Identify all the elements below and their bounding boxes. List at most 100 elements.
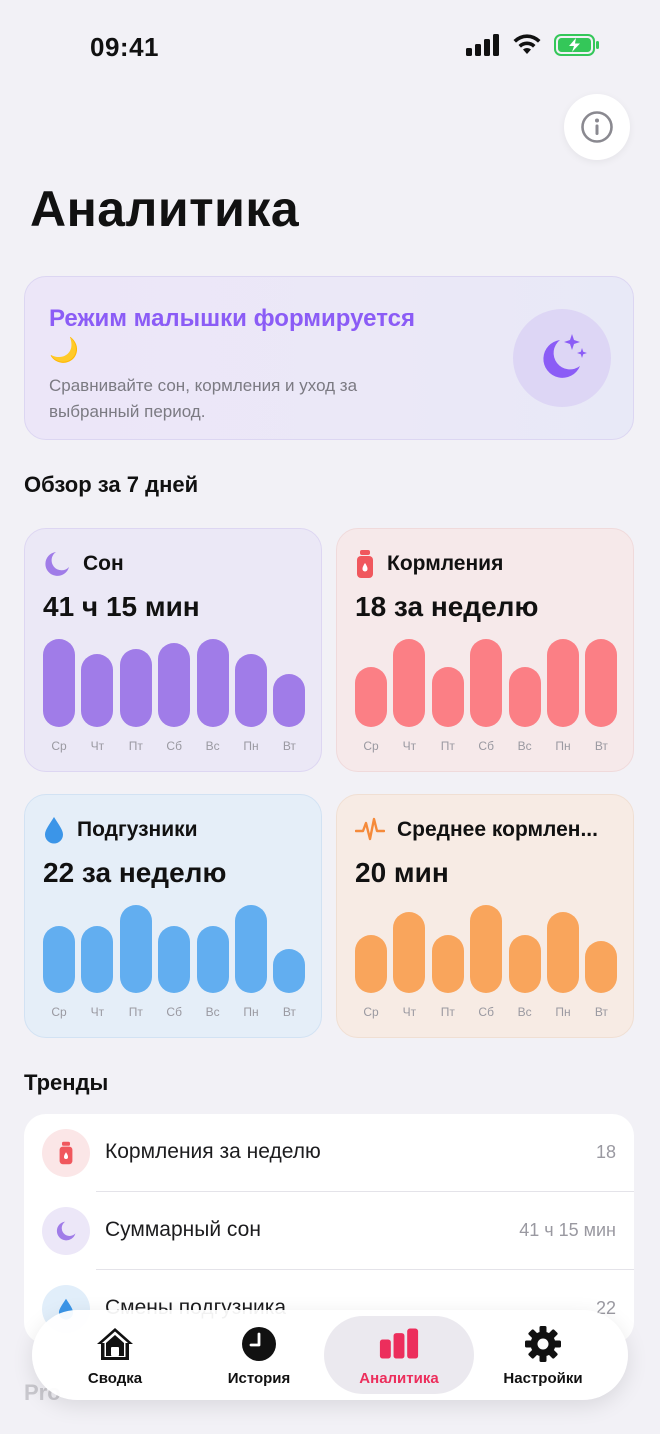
tab-bar: Сводка История Аналитика [32,1310,628,1400]
card-value: 18 за неделю [355,591,539,622]
banner-title: Режим малышки формируется 🌙 [49,305,415,364]
card-label: Среднее кормлен... [397,818,598,841]
chart-bar [273,949,306,993]
chart-bar [81,654,114,727]
trends-list: Кормления за неделю 18 Суммарный сон 41 … [24,1114,634,1344]
card-bar-chart [43,897,306,993]
day-label: Ср [51,1005,67,1019]
overview-section-title: Обзор за 7 дней [24,472,199,497]
day-label: Пт [440,739,455,753]
card-average-feeding[interactable]: Среднее кормлен... 20 мин Ср Чт Пт Сб Вс Пн Вт [336,794,634,1038]
trends-section-title: Тренды [24,1070,109,1095]
page-title: Аналитика [30,181,300,237]
tab-history[interactable]: История [184,1316,334,1394]
day-label: Пт [128,739,143,753]
card-value: 41 ч 15 мин [43,591,200,622]
moon-stars-icon [543,334,587,378]
day-label: Вт [282,1005,296,1019]
chart-bar [431,667,464,727]
moon-stars-badge [513,309,611,407]
card-value: 20 мин [355,857,449,888]
battery-charging-icon [554,34,599,56]
clock-icon [239,1326,279,1362]
status-bar: 09:41 [0,0,660,96]
chart-bar [158,643,191,727]
divider [96,1191,634,1192]
card-label: Кормления [387,552,504,575]
chart-bars-icon [379,1326,419,1362]
day-label: Вс [205,1005,220,1019]
divider [96,1269,634,1270]
card-header: Подгузники [43,815,198,845]
day-label: Ср [363,739,379,753]
day-label: Пн [243,1005,259,1019]
day-label: Сб [478,739,494,753]
card-diapers[interactable]: Подгузники 22 за неделю Ср Чт Пт Сб Вс Пн Вт [24,794,322,1038]
day-label: Вт [594,1005,608,1019]
day-label: Пт [128,1005,143,1019]
day-label: Сб [166,1005,182,1019]
day-label: Вс [517,1005,532,1019]
card-header: Кормления [355,549,503,579]
trend-icon-badge [42,1207,90,1255]
card-bar-chart [43,631,306,727]
chart-bar [196,639,229,727]
trend-value: 18 [595,1142,616,1162]
chart-bar [43,639,75,727]
card-bar-chart [355,897,618,993]
day-label: Чт [90,1005,105,1019]
tab-analytics[interactable]: Аналитика [324,1316,474,1394]
trend-value: 41 ч 15 мин [519,1220,616,1240]
trend-label: Кормления за неделю [105,1140,321,1163]
chart-bar [393,912,426,993]
card-sleep[interactable]: Сон 41 ч 15 мин Ср Чт Пт Сб Вс Пн Вт [24,528,322,772]
day-label: Вс [517,739,532,753]
chart-bar [470,905,503,993]
chart-bar [119,905,152,993]
moon-icon [56,1221,76,1241]
chart-bar [273,674,306,727]
day-label: Пн [243,739,259,753]
pulse-icon [355,817,385,841]
signal-icon [466,34,499,56]
chart-bar [81,926,114,993]
day-label: Вс [205,739,220,753]
status-time: 09:41 [90,32,159,62]
day-label: Чт [402,1005,417,1019]
trend-row-feedings[interactable]: Кормления за неделю 18 [24,1114,634,1192]
wifi-icon [513,34,541,54]
chart-bar [508,667,541,727]
trend-label: Суммарный сон [105,1218,261,1241]
info-button[interactable] [564,94,630,160]
day-label: Ср [51,739,67,753]
gear-icon [523,1326,563,1362]
card-header: Сон [43,549,124,579]
chart-bar [119,649,152,727]
chart-bar [235,654,267,727]
day-label: Пн [555,739,571,753]
tab-settings[interactable]: Настройки [468,1316,618,1394]
card-feedings[interactable]: Кормления 18 за неделю Ср Чт Пт Сб Вс Пн Вт [336,528,634,772]
day-label: Пн [555,1005,571,1019]
card-header: Среднее кормлен... [355,815,598,845]
day-label: Пт [440,1005,455,1019]
tab-label: Настройки [503,1370,583,1387]
chart-bar [547,639,579,727]
day-label: Вт [594,739,608,753]
chart-bar [196,926,229,993]
bottle-icon [59,1141,73,1165]
card-bar-chart [355,631,618,727]
day-label: Чт [90,739,105,753]
tab-summary[interactable]: Сводка [40,1316,190,1394]
status-icons [466,34,600,56]
chart-bar [158,926,191,993]
trend-icon-badge [42,1129,90,1177]
chart-bar [355,935,387,993]
chart-bar [393,639,426,727]
mode-banner: Режим малышки формируется 🌙 Сравнивайте … [24,276,634,440]
trend-row-sleep[interactable]: Суммарный сон 41 ч 15 мин [24,1192,634,1270]
bottle-icon [357,550,373,578]
chart-bar [470,639,503,727]
moon-icon [45,552,69,576]
card-value: 22 за неделю [43,857,227,888]
